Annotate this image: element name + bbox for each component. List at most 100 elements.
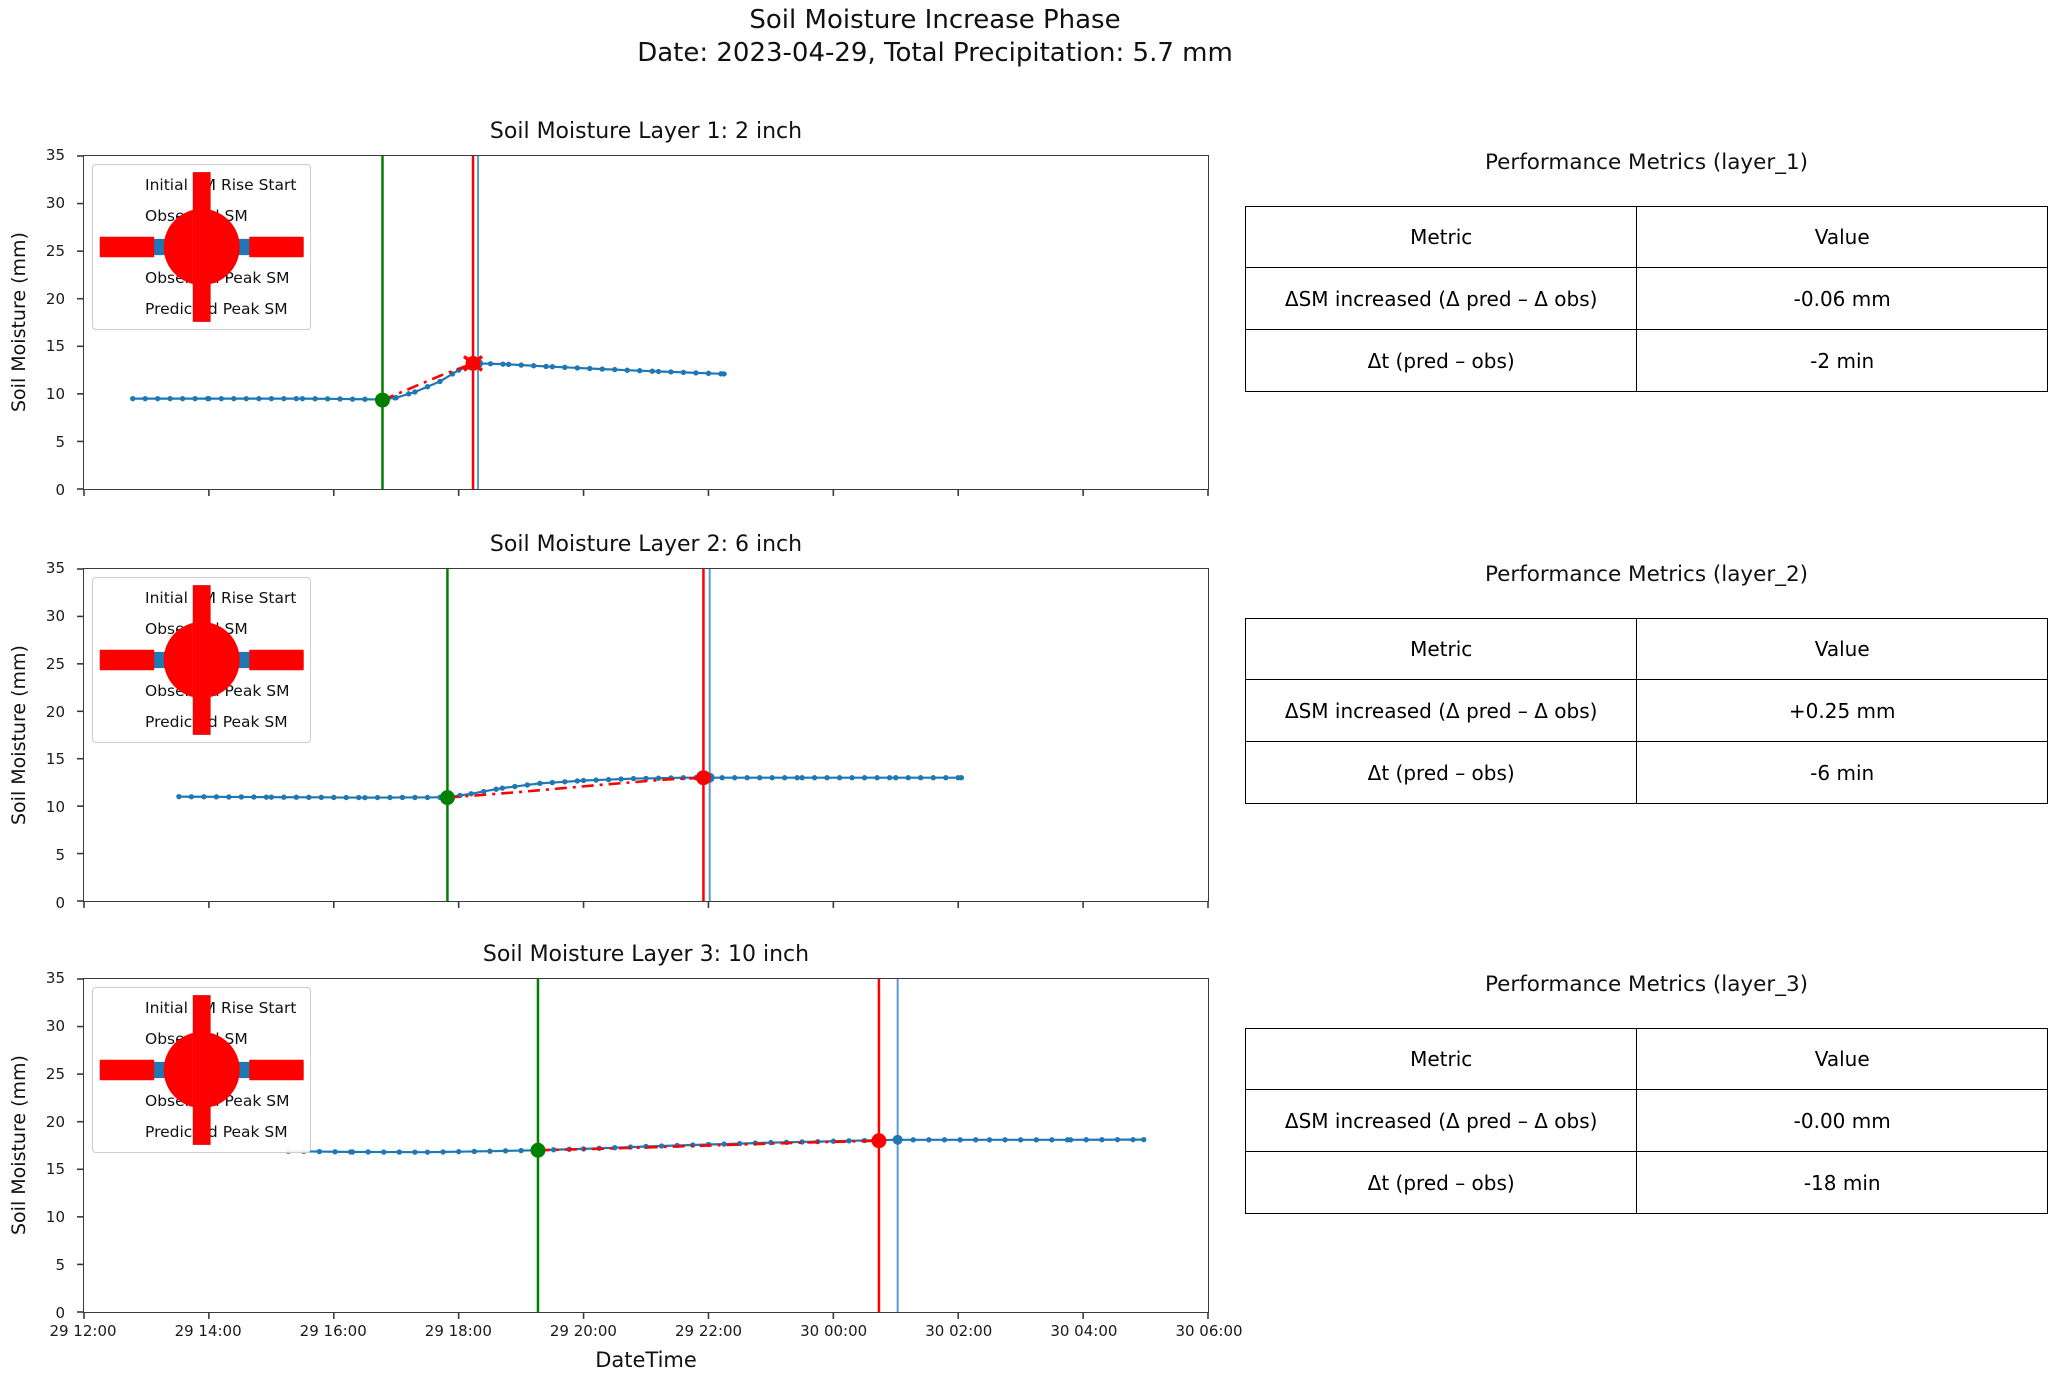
- subplot-layer-2: Soil Moisture Layer 2: 6 inch Soil Moist…: [8, 532, 1209, 912]
- table-header-row: Metric Value: [1244, 618, 2048, 680]
- predicted-peak-marker: [465, 355, 481, 371]
- observed-marker: [849, 775, 855, 781]
- y-tick-label: 15: [45, 337, 65, 356]
- y-tick-label: 0: [55, 481, 65, 499]
- observed-marker: [655, 775, 662, 781]
- observed-marker: [926, 1137, 932, 1143]
- observed-marker: [1002, 1137, 1008, 1143]
- observed-marker: [299, 395, 306, 402]
- rise-start-marker: [530, 1142, 546, 1158]
- observed-marker: [437, 378, 443, 385]
- y-tick-label: 35: [45, 969, 65, 987]
- observed-marker: [324, 396, 331, 402]
- legend-label: Initial SM Rise Start: [145, 999, 297, 1017]
- figure-title-line2: Date: 2023-04-29, Total Precipitation: 5…: [637, 38, 1233, 68]
- observed-marker: [905, 775, 911, 781]
- table-header-row: Metric Value: [1244, 206, 2048, 268]
- observed-marker: [721, 1141, 727, 1147]
- observed-marker: [263, 794, 270, 800]
- y-tick-label: 15: [45, 750, 65, 769]
- table-cell: Δt (pred – obs): [1244, 329, 1638, 392]
- observed-marker: [349, 396, 356, 402]
- table-header-cell: Value: [1636, 618, 2048, 680]
- observed-marker: [1099, 1137, 1105, 1143]
- observed-marker: [281, 395, 287, 402]
- observed-marker: [668, 369, 674, 375]
- y-tick-label: 5: [55, 433, 65, 452]
- observed-marker: [550, 1147, 557, 1153]
- observed-marker: [986, 1137, 993, 1143]
- metrics-title-1: Performance Metrics (layer_1): [1484, 150, 1809, 175]
- x-tick-label: 30 02:00: [925, 1322, 993, 1340]
- legend: Initial SM Rise Start Observed SM Predic…: [92, 577, 312, 743]
- observed-marker: [306, 794, 312, 801]
- observed-marker: [943, 775, 949, 781]
- metrics-panel-layer-2: Performance Metrics (layer_2) Metric Valu…: [1244, 562, 2048, 804]
- observed-marker: [757, 775, 763, 781]
- observed-marker: [836, 775, 843, 781]
- table-cell: ΔSM increased (Δ pred – Δ obs): [1244, 267, 1638, 330]
- observed-marker: [381, 1149, 387, 1155]
- y-tick-label: 30: [45, 193, 65, 212]
- observed-marker: [424, 384, 431, 390]
- table-cell: -6 min: [1636, 741, 2048, 804]
- observed-marker: [130, 395, 136, 402]
- observed-marker: [1141, 1136, 1147, 1143]
- observed-marker: [251, 794, 257, 800]
- observed-marker: [412, 389, 418, 395]
- observed-marker: [293, 794, 300, 800]
- observed-marker: [424, 794, 431, 801]
- observed-marker: [312, 396, 318, 402]
- observed-marker: [941, 1137, 948, 1143]
- metrics-panel-layer-3: Performance Metrics (layer_3) Metric Valu…: [1244, 972, 2048, 1214]
- chart-canvas-1: [77, 155, 1209, 496]
- observed-marker: [331, 794, 337, 801]
- x-tick-label: 29 20:00: [549, 1322, 617, 1340]
- legend-label: Predicted Peak SM: [145, 300, 288, 318]
- x-tick-label: 30 06:00: [1175, 1322, 1243, 1340]
- observed-marker: [505, 361, 512, 368]
- observed-marker: [612, 366, 618, 373]
- observed-marker: [744, 775, 750, 781]
- observed-marker: [362, 794, 368, 801]
- metrics-panel-layer-1: Performance Metrics (layer_1) Metric Valu…: [1244, 150, 2048, 392]
- legend-label: Initial SM Rise Start: [145, 176, 297, 194]
- table-cell: -0.00 mm: [1636, 1089, 2048, 1152]
- observed-marker: [562, 364, 568, 371]
- observed-line: [132, 362, 725, 401]
- observed-marker: [549, 364, 556, 370]
- chart-canvas-3: [77, 978, 1209, 1319]
- y-axis-ticks: 0 5 10 15 20 25 30 35: [31, 146, 73, 499]
- y-axis-ticks: 0 5 10 15 20 25 30 35: [31, 969, 73, 1322]
- x-tick-label: 29 16:00: [299, 1322, 367, 1340]
- observed-marker: [268, 794, 275, 800]
- predicted-peak-marker: [871, 1133, 887, 1149]
- observed-marker: [1130, 1136, 1136, 1143]
- x-tick-label: 29 12:00: [49, 1322, 117, 1340]
- table-header-cell: Metric: [1244, 1028, 1638, 1090]
- y-tick-label: 25: [45, 654, 65, 673]
- observed-marker: [349, 1149, 356, 1155]
- observed-marker: [630, 775, 637, 782]
- table-cell: ΔSM increased (Δ pred – Δ obs): [1244, 679, 1638, 742]
- observed-marker: [179, 395, 186, 402]
- y-tick-label: 5: [55, 846, 65, 865]
- observed-peak-marker: [892, 1134, 903, 1145]
- observed-marker: [781, 775, 788, 781]
- figure-title: Soil Moisture Increase Phase Date: 2023-…: [0, 4, 1870, 70]
- y-tick-label: 10: [45, 385, 65, 404]
- y-tick-label: 10: [45, 1208, 65, 1227]
- y-axis-ticks: 0 5 10 15 20 25 30 35: [31, 559, 73, 912]
- observed-marker: [574, 365, 581, 371]
- rise-start-marker: [439, 790, 455, 806]
- observed-marker: [799, 775, 805, 781]
- observed-marker: [910, 1137, 916, 1143]
- table-header-row: Metric Value: [1244, 1028, 2048, 1090]
- observed-marker: [973, 1137, 979, 1143]
- observed-marker: [612, 1145, 618, 1151]
- observed-marker: [958, 775, 965, 781]
- observed-marker: [316, 1148, 323, 1155]
- legend-label: Predicted Peak SM: [145, 1123, 288, 1141]
- plot-area-1: Initial SM Rise Start Observed SM Predic…: [77, 155, 1209, 496]
